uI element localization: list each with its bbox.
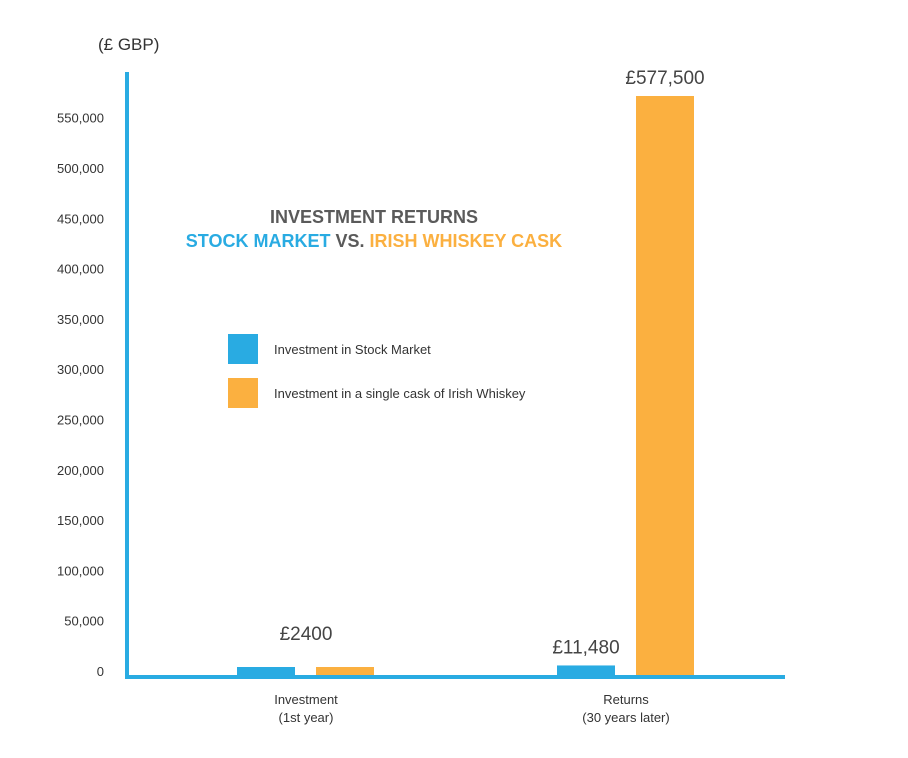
y-tick-label: 100,000 (57, 563, 104, 578)
y-tick-label: 550,000 (57, 111, 104, 126)
y-axis-ticks: 0 50,000 100,000 150,000 200,000 250,000 300,0… (57, 111, 104, 679)
bar-stock-market-1 (557, 665, 615, 677)
y-tick-label: 250,000 (57, 412, 104, 427)
y-tick-label: 150,000 (57, 513, 104, 528)
data-label: £577,500 (625, 68, 704, 89)
y-tick-label: 350,000 (57, 312, 104, 327)
y-tick-label: 500,000 (57, 161, 104, 176)
subtitle-whiskey-cask: IRISH WHISKEY CASK (369, 231, 562, 251)
data-label: £11,480 (552, 637, 619, 658)
bar-whiskey-cask-1 (636, 96, 694, 677)
y-unit-label: (£ GBP) (98, 35, 159, 54)
x-axis-categories: Investment (1st year) Returns (30 years lat… (274, 692, 670, 725)
bar-whiskey-cask-0 (316, 667, 374, 677)
data-labels: £2400 £11,480 £577,500 (280, 68, 705, 658)
chart-title: INVESTMENT RETURNS (270, 207, 478, 227)
chart-subtitle: STOCK MARKET VS. IRISH WHISKEY CASK (186, 231, 562, 251)
y-tick-label: 300,000 (57, 362, 104, 377)
subtitle-vs: VS. (330, 231, 369, 251)
y-tick-label: 400,000 (57, 262, 104, 277)
legend-swatch (228, 334, 258, 364)
legend: Investment in Stock Market Investment in … (228, 334, 526, 408)
subtitle-stock-market: STOCK MARKET (186, 231, 331, 251)
data-label: £2400 (280, 624, 333, 645)
x-category-sublabel: (30 years later) (582, 710, 669, 725)
legend-label: Investment in a single cask of Irish Whi… (274, 386, 526, 401)
legend-swatch (228, 378, 258, 408)
y-tick-label: 0 (97, 664, 104, 679)
legend-label: Investment in Stock Market (274, 342, 431, 357)
bar-stock-market-0 (237, 667, 295, 677)
y-tick-label: 200,000 (57, 463, 104, 478)
x-category-sublabel: (1st year) (279, 710, 334, 725)
bars (237, 96, 694, 677)
x-category-label: Investment (274, 692, 338, 707)
y-tick-label: 450,000 (57, 211, 104, 226)
x-category-label: Returns (603, 692, 649, 707)
y-tick-label: 50,000 (64, 614, 104, 629)
